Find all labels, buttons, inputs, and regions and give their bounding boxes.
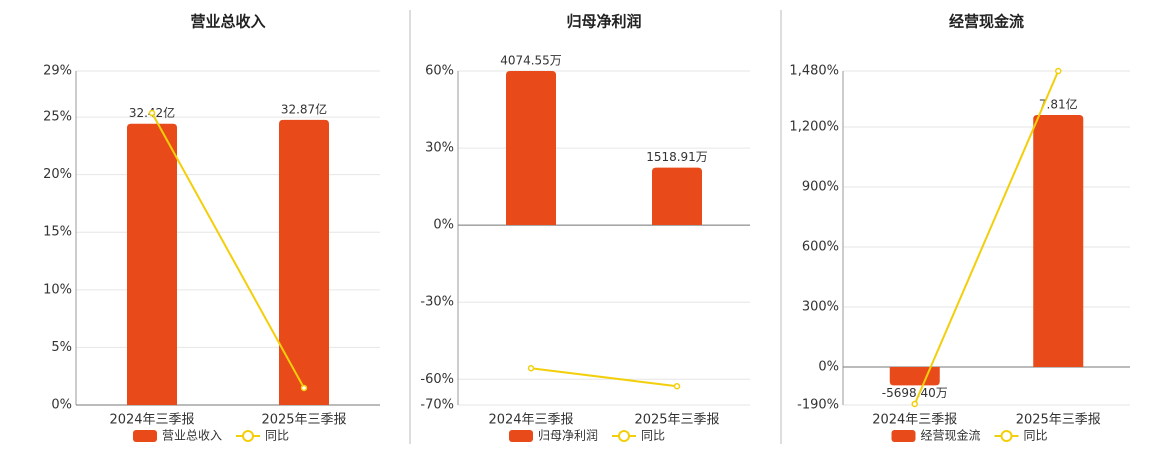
- legend-swatch: [242, 430, 255, 442]
- y-tick-label: 5%: [51, 340, 72, 355]
- y-tick-label: -190%: [797, 398, 839, 413]
- bar: [279, 119, 329, 406]
- y-tick-label: 20%: [43, 167, 72, 182]
- legend-swatch: [891, 430, 916, 442]
- legend-label: 经营现金流: [921, 428, 981, 443]
- chart-title: 归母净利润: [566, 13, 641, 31]
- x-tick-label: 2025年三季报: [1016, 413, 1101, 428]
- y-tick-label: 15%: [43, 225, 72, 240]
- x-tick-label: 2024年三季报: [872, 413, 957, 428]
- x-tick-label: 2025年三季报: [634, 413, 719, 428]
- y-tick-label: 0%: [818, 360, 839, 375]
- x-tick-label: 2025年三季报: [261, 413, 346, 428]
- bar-value-label: 32.87亿: [281, 101, 327, 116]
- bar-value-label: 7.81亿: [1039, 96, 1078, 111]
- y-tick-label: 900%: [802, 180, 839, 195]
- legend-label: 同比: [1024, 429, 1048, 443]
- legend-label: 归母净利润: [538, 429, 598, 443]
- x-tick-label: 2024年三季报: [109, 413, 194, 428]
- legend-swatch: [618, 430, 631, 442]
- line-point: [527, 365, 535, 372]
- y-tick-label: 10%: [43, 282, 72, 297]
- bar: [506, 71, 556, 226]
- line: [530, 367, 678, 388]
- y-tick-label: 60%: [425, 64, 454, 79]
- bar-value-label: 4074.55万: [500, 54, 562, 68]
- bar-value-label: 1518.91万: [646, 150, 708, 164]
- y-tick-label: 600%: [802, 240, 839, 255]
- y-tick-label: 300%: [802, 300, 839, 315]
- bar: [889, 366, 940, 386]
- bar: [652, 167, 702, 226]
- bar-value-label: -5698.40万: [882, 386, 948, 400]
- legend-label: 同比: [265, 429, 289, 443]
- y-tick-label: 30%: [425, 141, 454, 156]
- legend-label: 同比: [641, 429, 665, 443]
- legend-swatch: [509, 430, 533, 442]
- line: [913, 70, 1060, 405]
- bar: [1033, 114, 1084, 367]
- y-tick-label: 0%: [51, 398, 72, 413]
- legend-label: 营业总收入: [162, 429, 222, 443]
- y-tick-label: -30%: [420, 295, 454, 310]
- y-tick-label: -70%: [420, 398, 454, 413]
- line-point: [673, 382, 681, 390]
- chart-title: 经营现金流: [949, 13, 1024, 31]
- y-tick-label: 0%: [433, 218, 454, 233]
- y-tick-label: -60%: [420, 372, 454, 387]
- line-point: [1055, 67, 1062, 75]
- y-tick-label: 29%: [43, 64, 72, 79]
- legend-swatch: [1000, 430, 1013, 442]
- y-tick-label: 1,480%: [789, 64, 839, 79]
- legend-swatch: [133, 430, 157, 442]
- y-tick-label: 25%: [43, 110, 72, 125]
- line-point: [911, 400, 918, 408]
- x-tick-label: 2024年三季报: [488, 413, 573, 428]
- y-tick-label: 1,200%: [789, 120, 839, 135]
- chart-title: 营业总收入: [190, 13, 265, 31]
- line: [151, 112, 305, 389]
- bar: [127, 123, 177, 405]
- line-point: [300, 384, 308, 392]
- line-point: [148, 109, 156, 117]
